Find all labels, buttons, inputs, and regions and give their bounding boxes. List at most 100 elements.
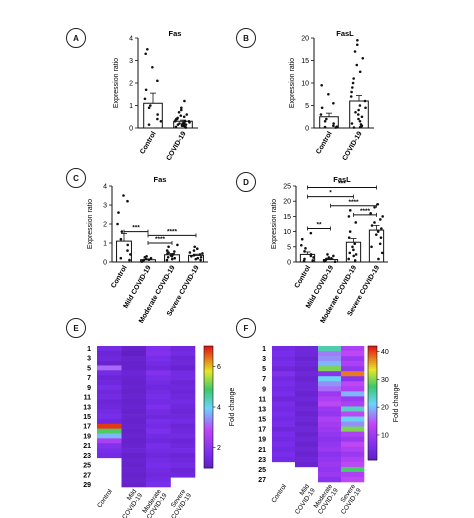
data-point-d bbox=[347, 257, 350, 261]
data-point-a bbox=[149, 104, 152, 107]
heatmap-cell-e bbox=[146, 370, 171, 376]
colorbar-segment-e bbox=[204, 390, 213, 394]
colorbar-segment-f bbox=[368, 420, 377, 423]
heatmap-cell-e bbox=[170, 360, 196, 366]
data-point-c bbox=[116, 222, 119, 226]
heatmap-cell-f bbox=[272, 436, 296, 443]
heatmap-cell-e bbox=[170, 375, 196, 381]
colorbar-segment-e bbox=[204, 427, 213, 430]
data-point-d bbox=[380, 227, 383, 230]
heatmap-cell-e bbox=[97, 414, 122, 420]
data-point-c bbox=[117, 211, 120, 214]
heatmap-cell-e bbox=[146, 360, 171, 366]
heatmap-cell-e bbox=[97, 365, 122, 371]
heatmap-cell-e bbox=[97, 380, 122, 386]
column-label-e: Control bbox=[96, 488, 114, 510]
heatmap-cell-f bbox=[341, 466, 365, 473]
heatmap-cell-f bbox=[341, 346, 365, 352]
colorbar-segment-f bbox=[368, 380, 377, 383]
colorbar-tick-label-f: 30 bbox=[381, 377, 389, 384]
heatmap-cell-e bbox=[121, 457, 147, 463]
data-point-c bbox=[173, 250, 176, 253]
colorbar-segment-e bbox=[204, 388, 213, 392]
data-point-d bbox=[347, 236, 351, 239]
data-point-d bbox=[379, 218, 382, 221]
data-point-c bbox=[140, 260, 144, 263]
heatmap-cell-f bbox=[341, 371, 365, 377]
heatmap-cell-f bbox=[272, 351, 296, 357]
heatmap-cell-e bbox=[146, 355, 171, 361]
data-point-a bbox=[173, 119, 177, 123]
data-point-b bbox=[356, 113, 360, 116]
heatmap-cell-e bbox=[170, 462, 196, 468]
data-point-b bbox=[332, 124, 335, 128]
heatmap-cell-e bbox=[146, 380, 171, 386]
heatmap-cell-f bbox=[295, 441, 319, 448]
heatmap-cell-f bbox=[341, 376, 365, 382]
data-point-a bbox=[182, 115, 186, 119]
heatmap-cell-f bbox=[272, 421, 296, 427]
colorbar-segment-f bbox=[368, 372, 377, 375]
y-tick-label-b: 0 bbox=[305, 126, 309, 133]
heatmap-cell-e bbox=[121, 414, 147, 420]
heatmap-cell-e bbox=[146, 399, 171, 405]
data-point-b bbox=[323, 119, 327, 123]
data-point-c bbox=[171, 253, 175, 256]
column-label-f: MildCOVID-19 bbox=[288, 483, 317, 516]
heatmap-cell-f bbox=[341, 436, 365, 443]
data-point-b bbox=[358, 104, 362, 107]
data-point-d bbox=[302, 259, 306, 263]
heatmap-cell-e bbox=[146, 375, 171, 381]
heatmap-cell-e bbox=[97, 360, 122, 366]
heatmap-cell-f bbox=[318, 356, 342, 362]
colorbar-segment-f bbox=[368, 439, 377, 442]
colorbar-segment-e bbox=[204, 435, 213, 438]
heatmap-cell-e bbox=[170, 457, 196, 463]
colorbar-frame-f bbox=[367, 345, 378, 461]
heatmap-cell-e bbox=[97, 418, 122, 425]
data-point-c bbox=[170, 257, 174, 261]
heatmap-cell-f bbox=[295, 351, 319, 357]
data-point-a bbox=[174, 125, 178, 129]
heatmap-cell-f bbox=[341, 401, 365, 407]
data-point-b bbox=[332, 122, 335, 125]
colorbar-segment-e bbox=[204, 465, 213, 469]
y-tick-label-c: 2 bbox=[103, 222, 107, 229]
colorbar-segment-f bbox=[368, 365, 377, 368]
row-label-e: 15 bbox=[83, 414, 91, 421]
data-point-a bbox=[179, 114, 183, 117]
heatmap-cell-f bbox=[318, 386, 342, 392]
heatmap-cell-f bbox=[295, 376, 319, 382]
x-tick-label-c: Control bbox=[110, 264, 129, 289]
data-point-c bbox=[147, 258, 151, 262]
colorbar-segment-e bbox=[204, 457, 213, 461]
heatmap-cell-e bbox=[97, 370, 122, 376]
row-label-e: 19 bbox=[83, 433, 91, 440]
colorbar-segment-e bbox=[204, 451, 213, 455]
data-point-c bbox=[188, 251, 192, 254]
data-point-c bbox=[126, 249, 129, 252]
colorbar-segment-e bbox=[204, 384, 213, 388]
data-point-b bbox=[320, 106, 324, 110]
heatmap-cell-f bbox=[295, 456, 319, 463]
colorbar-segment-e bbox=[204, 449, 213, 453]
column-label-e: ModerateCOVID-19 bbox=[140, 488, 169, 518]
heatmap-cell-e bbox=[146, 418, 171, 425]
data-point-d bbox=[348, 209, 352, 212]
heatmap-cell-f bbox=[341, 351, 365, 357]
colorbar-segment-f bbox=[368, 359, 377, 362]
data-point-b bbox=[334, 126, 338, 129]
data-point-b bbox=[357, 117, 360, 121]
heatmap-cell-e bbox=[146, 414, 171, 420]
data-point-a bbox=[156, 79, 159, 83]
colorbar-segment-f bbox=[368, 374, 377, 377]
data-point-a bbox=[185, 113, 189, 116]
heatmap-cell-e bbox=[97, 389, 122, 395]
y-tick-label-c: 3 bbox=[103, 203, 107, 210]
colorbar-segment-e bbox=[204, 409, 213, 412]
heatmap-cell-f bbox=[318, 416, 342, 422]
colorbar-segment-f bbox=[368, 433, 377, 436]
data-point-a bbox=[151, 65, 154, 69]
colorbar-segment-f bbox=[368, 370, 377, 373]
colorbar-segment-e bbox=[204, 443, 213, 447]
